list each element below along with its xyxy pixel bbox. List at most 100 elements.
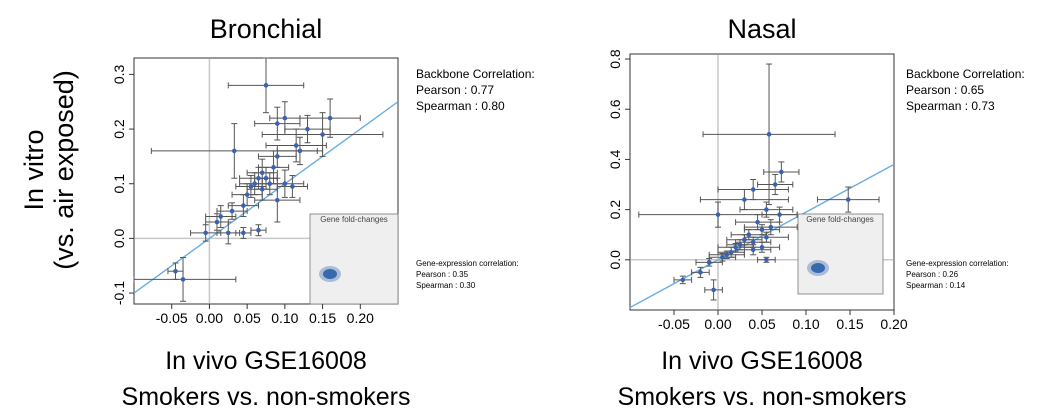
bronchial-inset-label: Gene fold-changes [320,215,388,224]
bronchial-x-tick-label-5: 0.20 [347,310,374,326]
nasal-y-tick-label-1: 0.2 [607,200,623,220]
bronchial-point-28 [241,230,246,236]
bronchial-point-9 [275,154,280,159]
nasal-point-2 [772,182,778,187]
nasal-point-15 [733,244,738,250]
nasal-point-5 [845,197,851,202]
nasal-gene-heading: Gene-expression correlation: [906,259,1009,268]
bronchial-point-11 [259,170,265,176]
bronchial-point-8 [297,148,303,154]
bronchial-backbone-heading: Backbone Correlation: [416,67,535,81]
bronchial-point-26 [203,230,208,236]
nasal-point-12 [746,232,752,238]
bronchial-point-23 [229,208,235,214]
bronchial-x-ticks: -0.05 0.00 0.05 0.10 0.15 0.20 [156,304,374,326]
nasal-point-22 [764,234,769,240]
bronchial-y-ticks: -0.1 0.0 0.1 0.2 0.3 [111,64,134,305]
bronchial-y-tick-label-4: 0.3 [111,64,127,84]
nasal-point-25 [698,270,703,275]
nasal-title: Nasal [727,14,796,44]
nasal-point-14 [737,242,743,248]
nasal-point-16 [728,249,734,255]
nasal-point-17 [724,252,730,258]
nasal-xlabel-line2: Smokers vs. non-smokers [618,383,907,411]
bronchial-point-2 [275,121,280,126]
bronchial-y-tick-label-1: 0.0 [111,228,127,248]
nasal-x-tick-label-5: 0.20 [880,316,907,332]
bronchial-points [173,83,333,282]
nasal-gene-pearson: Pearson : 0.26 [906,270,959,279]
bronchial-point-1 [232,148,237,154]
nasal-y-tick-label-2: 0.4 [607,149,623,169]
bronchial-point-21 [244,192,250,197]
nasal-x-tick-label-1: 0.00 [704,316,731,332]
bronchial-point-30 [173,268,178,274]
nasal-point-18 [720,254,725,260]
nasal-points [680,132,851,293]
bronchial-xlabel-line1: In vivo GSE16008 [165,347,367,375]
bronchial-x-tick-label-0: -0.05 [156,310,188,326]
bronchial-point-13 [252,181,257,187]
nasal-inset: Gene fold-changes [797,213,884,295]
bronchial-title: Bronchial [210,14,323,44]
bronchial-point-10 [271,165,276,170]
bronchial-point-29 [256,227,261,233]
nasal-backbone-spearman: Spearman : 0.73 [906,99,995,113]
nasal-panel: Nasal Gene fold-changes -0.05 0.00 0.05 0.1… [607,14,1025,411]
bronchial-x-tick-label-3: 0.10 [271,310,298,326]
nasal-inset-cluster-core [811,263,825,273]
bronchial-backbone-spearman: Spearman : 0.80 [416,99,505,113]
nasal-y-tick-label-3: 0.6 [607,99,623,119]
nasal-x-tick-label-2: 0.05 [748,316,775,332]
bronchial-point-7 [327,115,333,121]
bronchial-point-0 [263,83,269,88]
bronchial-x-tick-label-2: 0.05 [234,310,261,326]
bronchial-point-19 [290,184,295,189]
nasal-point-6 [715,212,721,217]
bronchial-y-tick-label-3: 0.2 [111,119,127,139]
nasal-point-23 [764,257,769,263]
bronchial-fit-line-group [133,101,399,294]
bronchial-backbone-pearson: Pearson : 0.77 [416,83,494,97]
bronchial-point-24 [218,214,224,219]
bronchial-point-17 [267,181,273,187]
nasal-point-4 [742,197,747,202]
bronchial-gene-spearman: Spearman : 0.30 [416,281,476,290]
bronchial-fit-line [133,101,399,294]
bronchial-point-4 [305,126,310,132]
bronchial-inset-box [309,213,399,305]
bronchial-gene-pearson: Pearson : 0.35 [416,270,469,279]
bronchial-point-3 [282,115,288,121]
bronchial-inset: Gene fold-changes [309,213,399,305]
bronchial-inset-cluster-core [323,269,337,279]
nasal-backbone-pearson: Pearson : 0.65 [906,83,984,97]
nasal-y-tick-label-4: 0.8 [607,49,623,69]
bronchial-point-6 [320,132,325,137]
bronchial-y-tick-label-2: 0.1 [111,174,127,194]
nasal-point-8 [777,212,782,217]
bronchial-point-25 [214,219,220,225]
bronchial-point-5 [293,143,299,148]
nasal-point-24 [706,260,712,265]
nasal-x-tick-label-4: 0.15 [836,316,863,332]
nasal-stats: Backbone Correlation: Pearson : 0.65 Spe… [906,67,1025,290]
bronchial-point-31 [180,277,186,282]
bronchial-xlabel-line2: Smokers vs. non-smokers [122,383,411,411]
nasal-point-20 [750,247,756,253]
bronchial-x-tick-label-1: 0.00 [196,310,223,326]
nasal-point-3 [750,187,756,192]
nasal-point-0 [766,132,772,137]
nasal-inset-label: Gene fold-changes [806,215,874,224]
nasal-point-1 [779,169,784,175]
nasal-point-13 [742,237,747,243]
nasal-gene-spearman: Spearman : 0.14 [906,281,966,290]
nasal-fit-line [629,163,895,309]
bronchial-inset-cluster [319,266,341,282]
bronchial-point-14 [248,184,254,189]
nasal-point-11 [768,224,774,230]
bronchial-stats: Backbone Correlation: Pearson : 0.77 Spe… [416,67,535,290]
nasal-point-26 [680,277,686,283]
bronchial-gene-heading: Gene-expression correlation: [416,259,519,268]
y-axis-label-line1: In vitro [19,129,49,210]
